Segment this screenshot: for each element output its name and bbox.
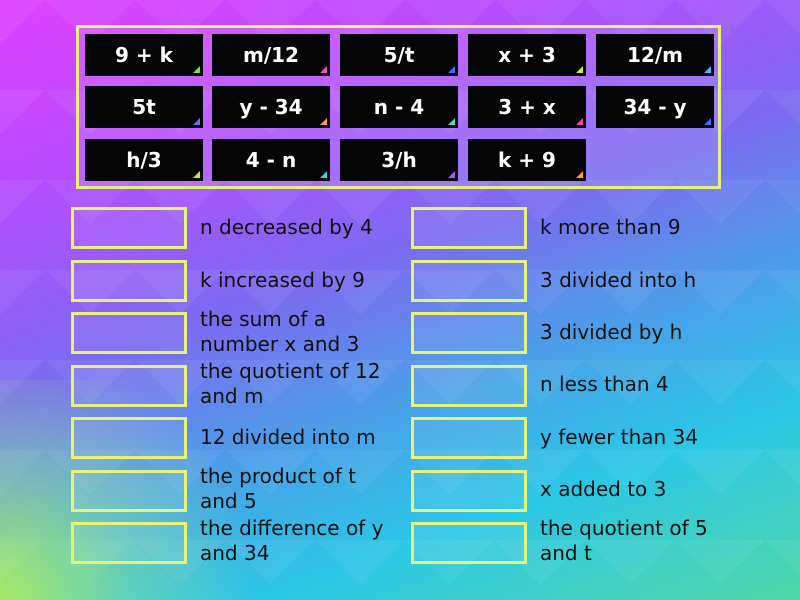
drop-slot[interactable] [411,522,527,564]
corner-triangle-icon [193,66,200,73]
drop-slot[interactable] [411,207,527,249]
tile-label: 3/h [381,148,417,172]
prompt-label: 12 divided into m [200,424,376,449]
prompt-label: the quotient of 12 and m [200,359,381,408]
corner-triangle-icon [576,171,583,178]
drop-slot[interactable] [71,522,187,564]
drop-slot[interactable] [411,417,527,459]
drop-slot[interactable] [71,417,187,459]
tile[interactable]: 3 + x [468,86,586,128]
tile[interactable]: m/12 [212,34,330,76]
corner-triangle-icon [704,118,711,125]
tile-label: 9 + k [115,43,173,67]
prompt-label: x added to 3 [540,476,667,501]
tile[interactable]: y - 34 [212,86,330,128]
tile[interactable]: k + 9 [468,139,586,181]
corner-triangle-icon [448,66,455,73]
tile[interactable]: 34 - y [596,86,714,128]
prompt-label: the sum of a number x and 3 [200,307,360,356]
drop-slot[interactable] [71,470,187,512]
tile-label: 3 + x [498,95,556,119]
prompt-label: 3 divided by h [540,319,683,344]
tile[interactable]: 5t [85,86,203,128]
prompt-label: y fewer than 34 [540,424,699,449]
tile[interactable]: 3/h [340,139,458,181]
corner-triangle-icon [448,118,455,125]
drop-slot[interactable] [71,260,187,302]
tile-label: h/3 [126,148,162,172]
drop-slot[interactable] [411,365,527,407]
prompt-label: the quotient of 5 and t [540,516,708,565]
tile-label: n - 4 [373,95,425,119]
drop-slot[interactable] [71,207,187,249]
drop-slot[interactable] [411,470,527,512]
tile-label: y - 34 [239,95,303,119]
drop-slot[interactable] [71,365,187,407]
tile[interactable]: 12/m [596,34,714,76]
tile-label: m/12 [243,43,299,67]
corner-triangle-icon [193,118,200,125]
drop-slot[interactable] [411,312,527,354]
tile-label: x + 3 [498,43,556,67]
corner-triangle-icon [193,171,200,178]
drop-slot[interactable] [71,312,187,354]
tile-label: 12/m [627,43,683,67]
tile-label: 5t [132,95,156,119]
corner-triangle-icon [448,171,455,178]
prompt-label: k more than 9 [540,214,681,239]
drop-slot[interactable] [411,260,527,302]
tile-label: 4 - n [245,148,297,172]
corner-triangle-icon [320,118,327,125]
corner-triangle-icon [576,66,583,73]
tile[interactable]: n - 4 [340,86,458,128]
corner-triangle-icon [576,118,583,125]
prompt-label: 3 divided into h [540,267,697,292]
corner-triangle-icon [704,66,711,73]
prompt-label: n less than 4 [540,371,669,396]
corner-triangle-icon [320,66,327,73]
prompt-label: the product of t and 5 [200,464,356,513]
tile-label: 5/t [383,43,415,67]
tile[interactable]: 9 + k [85,34,203,76]
tile-label: 34 - y [623,95,687,119]
prompt-label: the difference of y and 34 [200,516,384,565]
tile[interactable]: 5/t [340,34,458,76]
tile-label: k + 9 [498,148,556,172]
prompt-label: n decreased by 4 [200,214,373,239]
tile[interactable]: h/3 [85,139,203,181]
corner-triangle-icon [320,171,327,178]
tile[interactable]: 4 - n [212,139,330,181]
prompt-label: k increased by 9 [200,267,365,292]
tile[interactable]: x + 3 [468,34,586,76]
